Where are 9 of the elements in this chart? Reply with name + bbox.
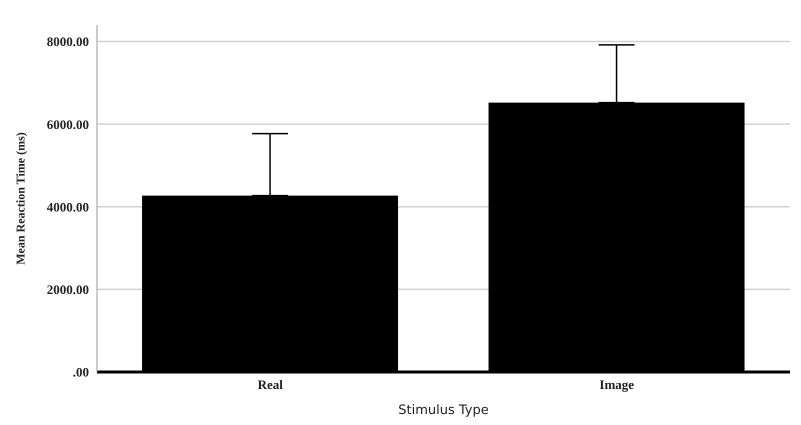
y-tick-label: 2000.00 bbox=[46, 282, 89, 297]
x-tick-label: Real bbox=[258, 377, 284, 392]
y-tick-label: 6000.00 bbox=[46, 116, 89, 132]
y-tick-label: .00 bbox=[72, 364, 89, 380]
x-axis-title: Stimulus Type bbox=[398, 403, 489, 418]
x-tick-label: Image bbox=[599, 377, 634, 392]
y-tick-label: 8000.00 bbox=[46, 34, 89, 50]
y-axis-title: Mean Reaction Time (ms) bbox=[13, 132, 28, 265]
y-tick-label: 4000.00 bbox=[46, 199, 89, 214]
